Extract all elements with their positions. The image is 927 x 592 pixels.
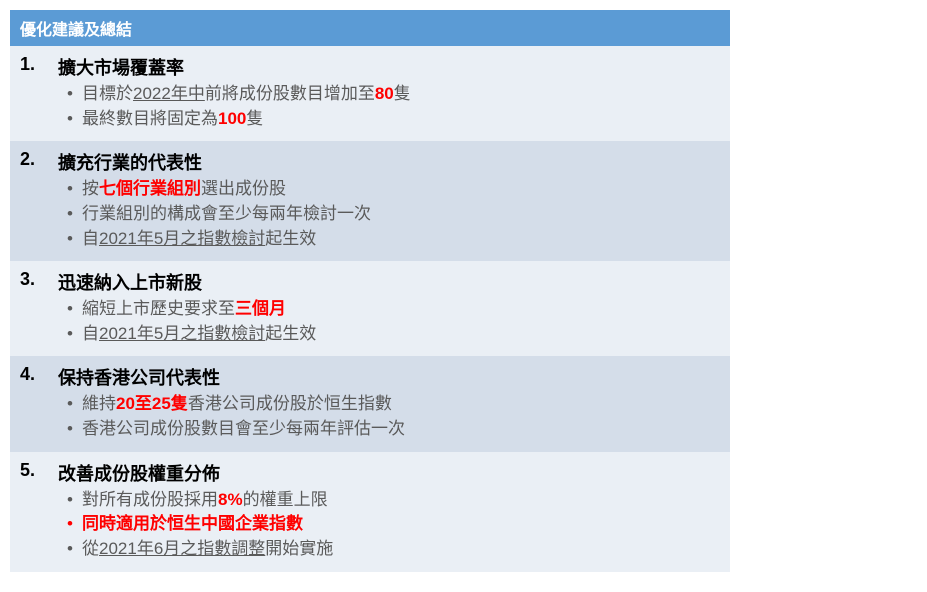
bullet-marker-icon: • bbox=[58, 297, 82, 322]
bullet-marker-icon: • bbox=[58, 107, 82, 132]
section-content: 保持香港公司代表性•維持20至25隻香港公司成份股於恒生指數•香港公司成份股數目… bbox=[58, 364, 730, 441]
bullet-text: 對所有成份股採用8%的權重上限 bbox=[82, 488, 720, 513]
bullet-text: 香港公司成份股數目會至少每兩年評估一次 bbox=[82, 417, 720, 442]
section-title: 保持香港公司代表性 bbox=[58, 364, 720, 390]
bullet-item: •香港公司成份股數目會至少每兩年評估一次 bbox=[58, 417, 720, 442]
section-title: 擴大市場覆蓋率 bbox=[58, 54, 720, 80]
bullet-list: •縮短上市歷史要求至三個月•自2021年5月之指數檢討起生效 bbox=[58, 297, 720, 346]
bullet-marker-icon: • bbox=[58, 82, 82, 107]
bullet-item: •按七個行業組別選出成份股 bbox=[58, 177, 720, 202]
bullet-item: •同時適用於恒生中國企業指數 bbox=[58, 512, 720, 537]
bullet-marker-icon: • bbox=[58, 322, 82, 347]
sections-container: 1.擴大市場覆蓋率•目標於2022年中前將成份股數目增加至80隻•最終數目將固定… bbox=[10, 46, 730, 572]
section-title: 擴充行業的代表性 bbox=[58, 149, 720, 175]
section-number: 5. bbox=[10, 460, 58, 481]
bullet-text: 從2021年6月之指數調整開始實施 bbox=[82, 537, 720, 562]
bullet-text: 縮短上市歷史要求至三個月 bbox=[82, 297, 720, 322]
section-number: 2. bbox=[10, 149, 58, 170]
bullet-item: •維持20至25隻香港公司成份股於恒生指數 bbox=[58, 392, 720, 417]
bullet-list: •按七個行業組別選出成份股•行業組別的構成會至少每兩年檢討一次•自2021年5月… bbox=[58, 177, 720, 251]
section-content: 迅速納入上市新股•縮短上市歷史要求至三個月•自2021年5月之指數檢討起生效 bbox=[58, 269, 730, 346]
section-number: 1. bbox=[10, 54, 58, 75]
table-header-title: 優化建議及總結 bbox=[20, 22, 132, 39]
section-row: 2.擴充行業的代表性•按七個行業組別選出成份股•行業組別的構成會至少每兩年檢討一… bbox=[10, 141, 730, 261]
bullet-item: •縮短上市歷史要求至三個月 bbox=[58, 297, 720, 322]
bullet-list: •目標於2022年中前將成份股數目增加至80隻•最終數目將固定為100隻 bbox=[58, 82, 720, 131]
bullet-item: •自2021年5月之指數檢討起生效 bbox=[58, 227, 720, 252]
bullet-item: •最終數目將固定為100隻 bbox=[58, 107, 720, 132]
bullet-text: 按七個行業組別選出成份股 bbox=[82, 177, 720, 202]
bullet-marker-icon: • bbox=[58, 417, 82, 442]
bullet-marker-icon: • bbox=[58, 512, 82, 537]
section-row: 1.擴大市場覆蓋率•目標於2022年中前將成份股數目增加至80隻•最終數目將固定… bbox=[10, 46, 730, 141]
bullet-item: •對所有成份股採用8%的權重上限 bbox=[58, 488, 720, 513]
bullet-text: 同時適用於恒生中國企業指數 bbox=[82, 512, 720, 537]
bullet-text: 自2021年5月之指數檢討起生效 bbox=[82, 227, 720, 252]
section-row: 3.迅速納入上市新股•縮短上市歷史要求至三個月•自2021年5月之指數檢討起生效 bbox=[10, 261, 730, 356]
bullet-item: •行業組別的構成會至少每兩年檢討一次 bbox=[58, 202, 720, 227]
bullet-text: 維持20至25隻香港公司成份股於恒生指數 bbox=[82, 392, 720, 417]
bullet-marker-icon: • bbox=[58, 227, 82, 252]
bullet-item: •目標於2022年中前將成份股數目增加至80隻 bbox=[58, 82, 720, 107]
bullet-marker-icon: • bbox=[58, 392, 82, 417]
section-row: 4.保持香港公司代表性•維持20至25隻香港公司成份股於恒生指數•香港公司成份股… bbox=[10, 356, 730, 451]
bullet-list: •維持20至25隻香港公司成份股於恒生指數•香港公司成份股數目會至少每兩年評估一… bbox=[58, 392, 720, 441]
section-title: 迅速納入上市新股 bbox=[58, 269, 720, 295]
bullet-marker-icon: • bbox=[58, 488, 82, 513]
summary-table: 優化建議及總結 1.擴大市場覆蓋率•目標於2022年中前將成份股數目增加至80隻… bbox=[10, 10, 730, 572]
section-content: 擴充行業的代表性•按七個行業組別選出成份股•行業組別的構成會至少每兩年檢討一次•… bbox=[58, 149, 730, 251]
section-title: 改善成份股權重分佈 bbox=[58, 460, 720, 486]
bullet-item: •自2021年5月之指數檢討起生效 bbox=[58, 322, 720, 347]
section-content: 改善成份股權重分佈•對所有成份股採用8%的權重上限•同時適用於恒生中國企業指數•… bbox=[58, 460, 730, 562]
section-content: 擴大市場覆蓋率•目標於2022年中前將成份股數目增加至80隻•最終數目將固定為1… bbox=[58, 54, 730, 131]
bullet-item: •從2021年6月之指數調整開始實施 bbox=[58, 537, 720, 562]
section-number: 3. bbox=[10, 269, 58, 290]
bullet-marker-icon: • bbox=[58, 202, 82, 227]
bullet-text: 行業組別的構成會至少每兩年檢討一次 bbox=[82, 202, 720, 227]
section-number: 4. bbox=[10, 364, 58, 385]
bullet-marker-icon: • bbox=[58, 537, 82, 562]
bullet-marker-icon: • bbox=[58, 177, 82, 202]
table-header: 優化建議及總結 bbox=[10, 10, 730, 46]
bullet-text: 目標於2022年中前將成份股數目增加至80隻 bbox=[82, 82, 720, 107]
bullet-text: 自2021年5月之指數檢討起生效 bbox=[82, 322, 720, 347]
bullet-text: 最終數目將固定為100隻 bbox=[82, 107, 720, 132]
bullet-list: •對所有成份股採用8%的權重上限•同時適用於恒生中國企業指數•從2021年6月之… bbox=[58, 488, 720, 562]
section-row: 5.改善成份股權重分佈•對所有成份股採用8%的權重上限•同時適用於恒生中國企業指… bbox=[10, 452, 730, 572]
